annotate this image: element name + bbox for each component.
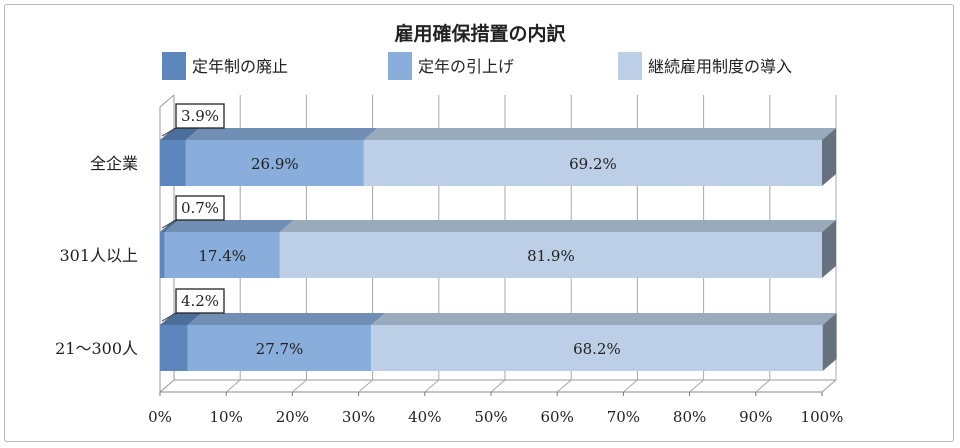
x-tick-label: 90% [739, 408, 772, 426]
gridline-floor [755, 379, 771, 393]
legend-label: 定年の引上げ [418, 57, 514, 76]
x-tick-label: 70% [607, 408, 640, 426]
bar-segment [371, 325, 823, 371]
category-label: 301人以上 [59, 246, 138, 265]
bar-segment [185, 140, 364, 186]
gridline-floor [689, 379, 704, 393]
x-tick-label: 20% [276, 408, 309, 426]
bar-segment [164, 232, 280, 278]
data-label: 68.2% [573, 340, 621, 358]
legend-swatch [618, 52, 642, 80]
chart-legend: 定年制の廃止 定年の引上げ 継続雇用制度の導入 [162, 52, 792, 80]
plot-area: 0% 10% 20% 30% 40% 50% 60% 70% 80% 90% 100% 全企業 3.9%… [55, 94, 844, 426]
gridline-floor [225, 379, 241, 393]
gridline-floor [292, 379, 307, 393]
bar-segment-top [279, 220, 836, 232]
data-label: 27.7% [256, 340, 304, 358]
data-label: 26.9% [251, 155, 299, 173]
x-tick-label: 0% [148, 408, 172, 426]
callout-leader [161, 219, 177, 229]
callout-box [175, 195, 225, 221]
bar-segment-top [160, 313, 202, 325]
bar-segment [160, 325, 188, 371]
legend-swatch [162, 52, 186, 80]
callout-leader [161, 312, 177, 322]
gridline-floor [556, 379, 572, 393]
gridline-floor [821, 379, 837, 393]
callout-box [175, 288, 225, 314]
bar-side-face [822, 313, 837, 371]
legend-label: 継続雇用制度の導入 [648, 57, 792, 76]
bar-segment-top [363, 128, 836, 140]
bar-segment-top [160, 128, 200, 140]
legend-swatch [388, 52, 412, 80]
callout-leader [161, 127, 177, 137]
data-label: 81.9% [527, 247, 575, 265]
x-tick-label: 60% [541, 408, 574, 426]
bar-segment [160, 232, 165, 278]
data-label: 17.4% [198, 247, 246, 265]
gridline-floor [424, 379, 440, 393]
legend-label: 定年制の廃止 [192, 57, 288, 76]
data-label: 4.2% [181, 292, 219, 310]
category-label: 21～300人 [55, 339, 138, 358]
bar-segment-top [371, 313, 837, 325]
bar-segment [363, 140, 822, 186]
bar-segment-top [164, 220, 294, 232]
gridline-floor [358, 379, 373, 393]
bar-segment-top [185, 128, 378, 140]
x-tick-label: 40% [408, 408, 441, 426]
x-tick-label: 10% [210, 408, 243, 426]
data-label: 0.7% [181, 199, 219, 217]
callout-box [175, 103, 225, 129]
data-label: 69.2% [569, 155, 617, 173]
data-label: 3.9% [181, 107, 219, 125]
bar-segment [187, 325, 372, 371]
bar-segment [279, 232, 822, 278]
chart-title: 雇用確保措置の内訳 [394, 22, 566, 45]
x-tick-label: 80% [673, 408, 706, 426]
bar-segment [160, 140, 186, 186]
x-tick-label: 30% [342, 408, 375, 426]
gridline-floor [623, 379, 638, 393]
x-tick-label: 50% [474, 408, 507, 426]
bar-segment-top [160, 220, 179, 232]
gridline-floor [490, 379, 506, 393]
bar-side-face [822, 128, 836, 186]
bar-side-face [822, 220, 836, 278]
x-tick-label: 100% [801, 408, 844, 426]
category-label: 全企業 [90, 154, 138, 173]
bar-segment-top [187, 313, 386, 325]
chart-frame [4, 4, 954, 442]
